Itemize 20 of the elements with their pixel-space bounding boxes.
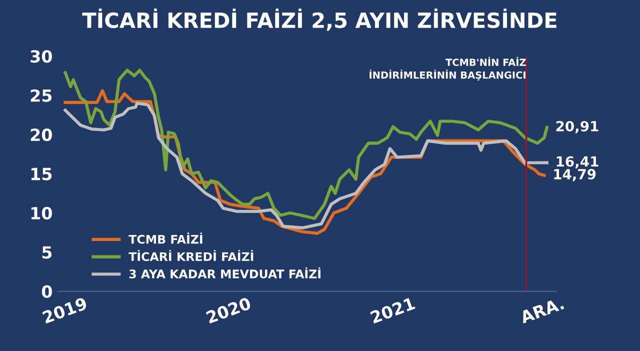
data-label: 14,79 — [554, 168, 596, 182]
x-tick-label: 2020 — [206, 296, 252, 324]
x-tick-label: 2021 — [370, 296, 416, 324]
legend-label: 3 AYA KADAR MEVDUAT FAİZİ — [129, 267, 320, 278]
chart-title: TİCARİ KREDİ FAİZİ 2,5 AYIN ZİRVESİNDE — [82, 8, 556, 31]
ref-line-label: TCMB'NİN FAİZ İNDİRİMLERİNİN BAŞLANGICI — [370, 56, 526, 80]
line-series — [64, 68, 548, 220]
y-tick-label: 20 — [30, 128, 52, 142]
data-label: 20,91 — [556, 120, 598, 134]
y-tick-label: 15 — [31, 168, 52, 180]
y-tick-label: 10 — [31, 206, 52, 220]
y-tick-label: 5 — [42, 246, 52, 259]
x-tick-label: ARA. — [519, 297, 564, 324]
data-label: 16,41 — [556, 156, 598, 168]
legend-label: TİCARİ KREDİ FAİZİ — [128, 250, 254, 262]
y-tick-label: 30 — [30, 50, 52, 63]
y-tick-label: 25 — [30, 89, 52, 102]
x-tick-label: 2019 — [42, 296, 88, 324]
legend-label: TCMB FAİZİ — [128, 232, 202, 244]
y-tick-label: 0 — [42, 285, 52, 298]
